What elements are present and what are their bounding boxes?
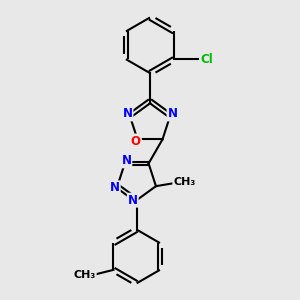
Text: CH₃: CH₃ bbox=[173, 177, 196, 187]
Text: N: N bbox=[128, 194, 138, 207]
Text: N: N bbox=[122, 107, 133, 121]
Text: O: O bbox=[131, 134, 141, 148]
Text: N: N bbox=[122, 154, 131, 167]
Text: CH₃: CH₃ bbox=[74, 270, 96, 280]
Text: N: N bbox=[110, 181, 120, 194]
Text: Cl: Cl bbox=[200, 53, 213, 66]
Text: N: N bbox=[167, 107, 178, 121]
